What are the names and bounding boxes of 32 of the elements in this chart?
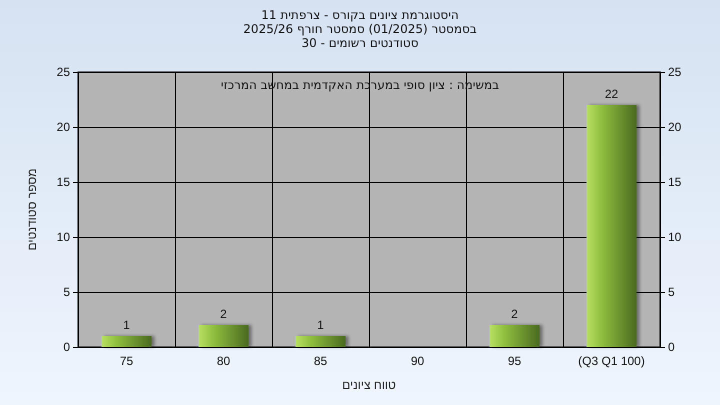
y-tick-label: 25 bbox=[56, 65, 70, 79]
x-tick-label: 90 bbox=[410, 354, 424, 368]
y-axis-title: מספר סטודנטים bbox=[25, 168, 39, 251]
bar bbox=[198, 325, 248, 347]
y-tick-label: 0 bbox=[63, 340, 70, 354]
y2-tick-label: 10 bbox=[668, 230, 682, 244]
data-label: 1 bbox=[317, 318, 324, 332]
y-tick-label: 10 bbox=[56, 230, 70, 244]
bar bbox=[586, 105, 636, 347]
bar bbox=[296, 336, 346, 347]
y2-tick-label: 5 bbox=[668, 285, 675, 299]
x-axis-title: טווח ציונים bbox=[342, 378, 396, 392]
chart-subtitle: סטודנטים רשומים - 30 bbox=[301, 36, 419, 50]
data-label: 2 bbox=[511, 307, 518, 321]
y2-tick-label: 15 bbox=[668, 175, 682, 189]
x-tick-label: (Q3 Q1 100) bbox=[578, 354, 645, 368]
y2-tick-label: 0 bbox=[668, 340, 675, 354]
bar bbox=[102, 336, 152, 347]
y-tick-label: 5 bbox=[63, 285, 70, 299]
y-tick-label: 20 bbox=[56, 120, 70, 134]
y2-tick-label: 20 bbox=[668, 120, 682, 134]
bar bbox=[490, 325, 540, 347]
data-label: 1 bbox=[123, 318, 130, 332]
chart-title: היסטוגרמת ציונים בקורס - צרפתית 11 בסמסטר (01/2025) סמסטר חורף 2025/26 bbox=[243, 8, 477, 36]
x-tick-label: 85 bbox=[314, 354, 328, 368]
x-tick-label: 80 bbox=[216, 354, 230, 368]
x-tick-label: 95 bbox=[508, 354, 522, 368]
x-tick-label: 75 bbox=[120, 354, 134, 368]
y2-tick-label: 25 bbox=[668, 65, 682, 79]
data-label: 22 bbox=[604, 87, 618, 101]
data-label: 2 bbox=[220, 307, 228, 321]
y-tick-label: 15 bbox=[56, 175, 70, 189]
